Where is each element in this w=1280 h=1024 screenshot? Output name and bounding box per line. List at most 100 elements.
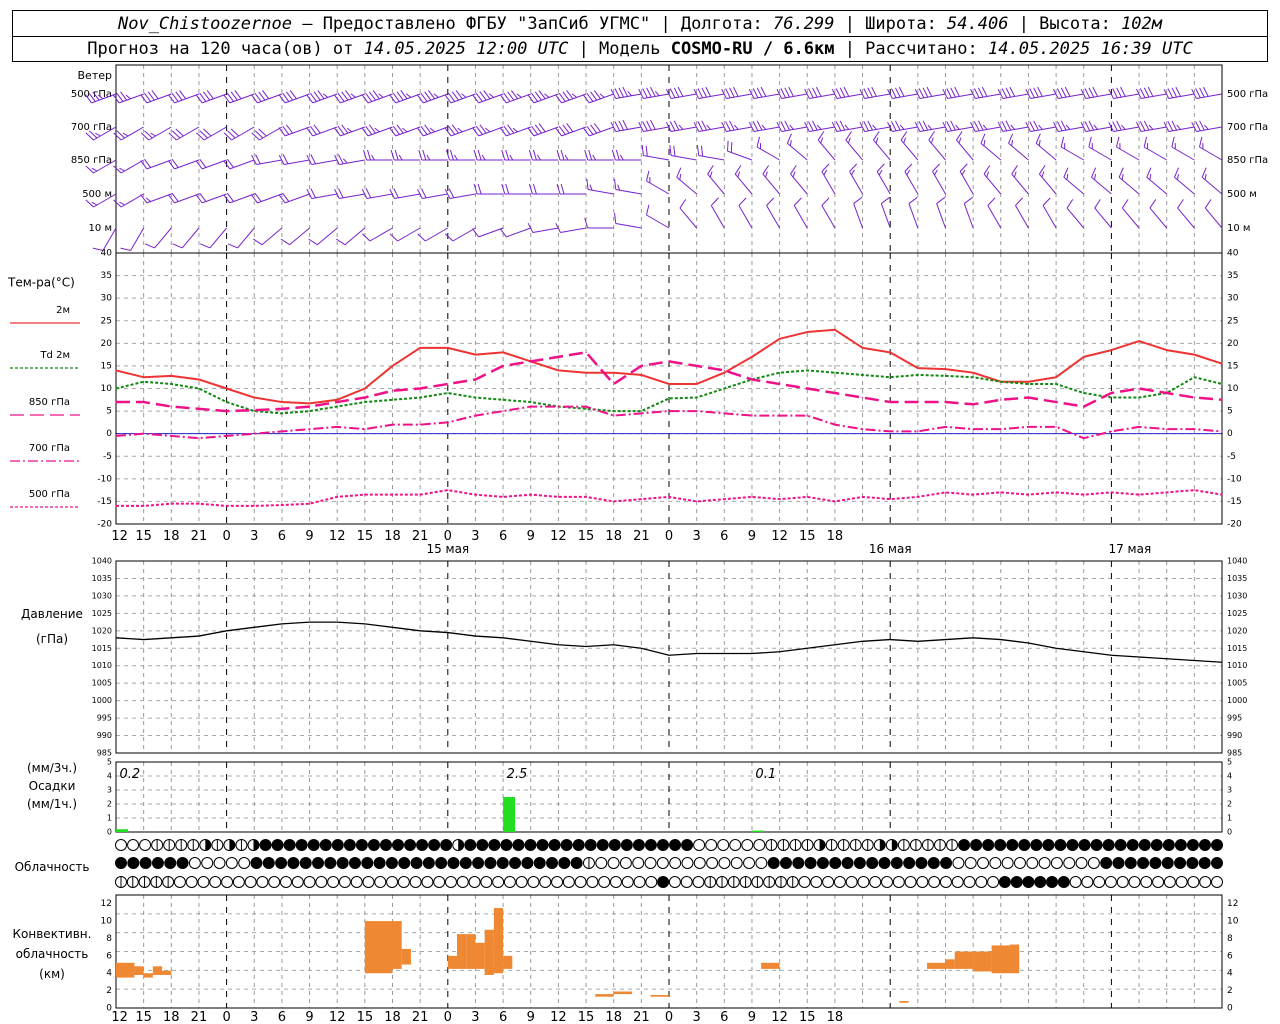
wind-barb-staff — [734, 173, 753, 195]
wind-barb-staff — [670, 93, 697, 100]
wind-barb-feather — [812, 120, 818, 131]
cloud-circle — [488, 839, 501, 851]
cloud-symbol — [500, 839, 513, 851]
wind-barb-staff — [936, 203, 946, 229]
wind-barb-staff — [676, 176, 697, 195]
conv-tick-label: 8 — [106, 934, 112, 944]
cloud-symbol — [421, 876, 434, 888]
wind-barb — [472, 124, 504, 137]
cloud-circle — [940, 857, 953, 869]
wind-barb-feather — [1001, 121, 1008, 132]
temp-series-line — [115, 405, 1223, 440]
wind-barb-feather — [582, 94, 590, 104]
wind-level-label: 850 гПа — [71, 155, 112, 166]
wind-barb — [1118, 167, 1140, 195]
wind-barb-feather — [955, 124, 960, 130]
cloud-circle — [1124, 857, 1137, 869]
wind-barb-feather — [946, 88, 952, 99]
cloud-symbol — [1104, 876, 1117, 888]
wind-barb-feather — [1149, 199, 1157, 209]
time-tick-label-bottom: 0 — [665, 1010, 673, 1024]
wind-barb — [140, 193, 172, 204]
cloud-circle — [1199, 876, 1212, 888]
wind-barb-feather — [206, 90, 214, 100]
temp-data-point — [944, 491, 947, 493]
wind-barb — [140, 126, 172, 141]
wind-barb-feather — [642, 121, 648, 132]
temp-data-point — [170, 435, 172, 437]
wind-barb-feather — [361, 127, 369, 137]
cloud-circle — [1149, 857, 1162, 869]
wind-barb-staff — [1035, 142, 1057, 161]
wind-barb-feather — [700, 145, 704, 157]
wind-barb — [416, 124, 448, 137]
wind-barb-staff — [311, 159, 338, 166]
wind-barb — [444, 188, 476, 200]
wind-barb-feather — [756, 120, 763, 131]
wind-barb-feather — [1088, 87, 1095, 98]
wind-barb — [361, 188, 393, 200]
temp-tick-label: -10 — [97, 474, 112, 484]
wind-barb-feather — [645, 145, 648, 157]
wind-barb-feather — [350, 93, 356, 98]
wind-barb-feather — [622, 119, 629, 130]
cloud-symbol — [644, 857, 657, 869]
wind-barb-staff — [698, 126, 725, 133]
cloud-symbol — [176, 857, 189, 869]
wind-barb — [278, 154, 310, 166]
wind-barb-feather — [863, 121, 869, 132]
wind-barb-staff — [339, 159, 365, 166]
wind-barb-feather — [254, 192, 262, 202]
cloud-circle — [343, 839, 356, 851]
wind-barb — [665, 86, 697, 100]
wind-barb — [696, 145, 725, 161]
temp-tick-label-right: 40 — [1227, 249, 1239, 259]
wind-barb-feather — [306, 94, 314, 104]
cloud-symbol — [633, 876, 646, 888]
cloud-circle — [500, 839, 513, 851]
wind-barb — [1060, 136, 1085, 161]
wind-barb-feather — [341, 91, 349, 101]
wind-barb-staff — [561, 126, 587, 137]
wind-barb-feather — [1033, 87, 1039, 98]
wind-barb-feather — [1121, 174, 1124, 180]
wind-barb-feather — [586, 179, 589, 190]
wind-barb-feather — [738, 197, 747, 206]
wind-barb-feather — [1042, 197, 1051, 206]
cloud-circle — [327, 876, 340, 888]
wind-barb — [389, 188, 421, 200]
cloud-circle — [1069, 876, 1082, 888]
wind-barb-feather — [1167, 88, 1174, 99]
wind-barb-feather — [1038, 124, 1043, 130]
cloud-circle — [644, 839, 657, 851]
wind-barb-feather — [420, 125, 428, 135]
time-tick-label: 18 — [605, 529, 622, 544]
cloud-symbol — [327, 876, 340, 888]
wind-barb-feather — [112, 94, 120, 104]
cloud-circle — [841, 857, 854, 869]
cloud-circle — [596, 839, 609, 851]
wind-barb-feather — [472, 127, 480, 137]
wind-barb-feather — [725, 88, 731, 99]
cloud-symbol — [299, 857, 312, 869]
temp-data-point — [198, 437, 200, 439]
wind-barb-feather — [147, 91, 155, 101]
temp-data-point — [530, 360, 532, 362]
wind-barb-feather — [255, 154, 261, 165]
cloud-symbol — [632, 839, 645, 851]
wind-barb-feather — [91, 201, 98, 206]
temp-data-point — [834, 424, 836, 426]
cloud-symbol — [881, 876, 894, 888]
wind-barb-staff — [395, 126, 421, 137]
wind-barb — [914, 86, 946, 100]
cloud-symbol — [336, 857, 349, 869]
cloud-circle — [1010, 876, 1023, 888]
temp-data-point — [944, 368, 947, 370]
wind-barb-feather — [891, 88, 897, 99]
cloud-circle — [866, 857, 879, 869]
temp-data-point — [613, 415, 615, 417]
wind-barb-feather — [843, 86, 850, 97]
cloud-circle — [608, 839, 621, 851]
wind-barb-feather — [258, 91, 266, 101]
temp-data-point — [668, 410, 670, 412]
